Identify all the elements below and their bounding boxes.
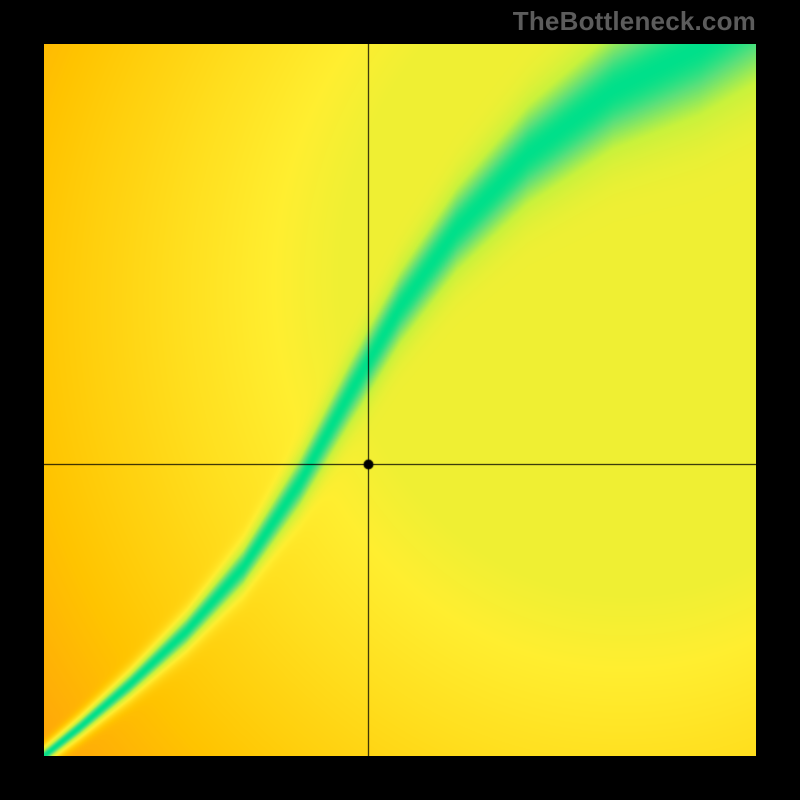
watermark: TheBottleneck.com [513, 6, 756, 37]
crosshair-overlay [44, 44, 756, 756]
chart-container: { "watermark": { "text": "TheBottleneck.… [0, 0, 800, 800]
